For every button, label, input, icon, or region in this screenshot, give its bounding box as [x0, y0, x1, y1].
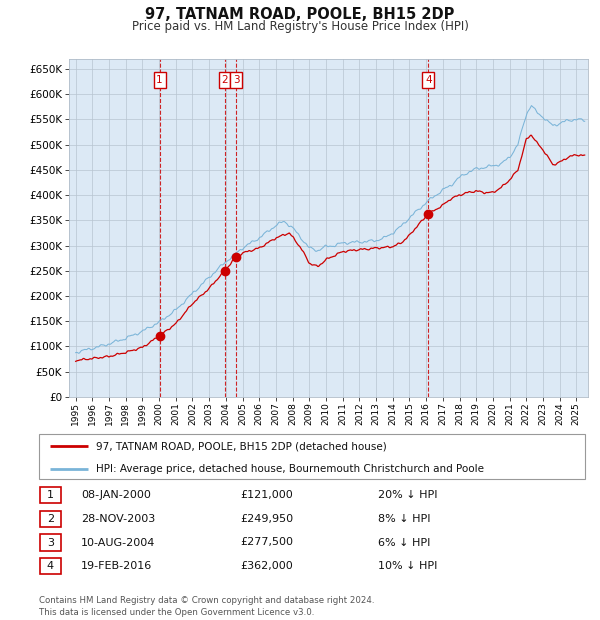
FancyBboxPatch shape [40, 511, 61, 527]
Text: £121,000: £121,000 [240, 490, 293, 500]
Text: 1: 1 [157, 75, 163, 85]
Text: 28-NOV-2003: 28-NOV-2003 [81, 514, 155, 524]
FancyBboxPatch shape [39, 434, 585, 479]
Text: 2: 2 [47, 514, 54, 524]
Text: 20% ↓ HPI: 20% ↓ HPI [378, 490, 437, 500]
Text: 97, TATNAM ROAD, POOLE, BH15 2DP: 97, TATNAM ROAD, POOLE, BH15 2DP [145, 7, 455, 22]
FancyBboxPatch shape [40, 558, 61, 574]
Text: 10-AUG-2004: 10-AUG-2004 [81, 538, 155, 547]
Text: 08-JAN-2000: 08-JAN-2000 [81, 490, 151, 500]
Text: 8% ↓ HPI: 8% ↓ HPI [378, 514, 431, 524]
Text: £277,500: £277,500 [240, 538, 293, 547]
Text: 10% ↓ HPI: 10% ↓ HPI [378, 561, 437, 571]
Text: 19-FEB-2016: 19-FEB-2016 [81, 561, 152, 571]
Text: 2: 2 [221, 75, 228, 85]
FancyBboxPatch shape [40, 487, 61, 503]
Text: 97, TATNAM ROAD, POOLE, BH15 2DP (detached house): 97, TATNAM ROAD, POOLE, BH15 2DP (detach… [97, 441, 387, 451]
Text: 4: 4 [425, 75, 431, 85]
Text: HPI: Average price, detached house, Bournemouth Christchurch and Poole: HPI: Average price, detached house, Bour… [97, 464, 484, 474]
Text: 3: 3 [233, 75, 239, 85]
Text: 1: 1 [47, 490, 54, 500]
Text: 6% ↓ HPI: 6% ↓ HPI [378, 538, 430, 547]
Text: £249,950: £249,950 [240, 514, 293, 524]
Text: Price paid vs. HM Land Registry's House Price Index (HPI): Price paid vs. HM Land Registry's House … [131, 20, 469, 33]
Text: 3: 3 [47, 538, 54, 547]
FancyBboxPatch shape [40, 534, 61, 551]
Text: £362,000: £362,000 [240, 561, 293, 571]
Text: 4: 4 [47, 561, 54, 571]
Text: Contains HM Land Registry data © Crown copyright and database right 2024.
This d: Contains HM Land Registry data © Crown c… [39, 596, 374, 617]
